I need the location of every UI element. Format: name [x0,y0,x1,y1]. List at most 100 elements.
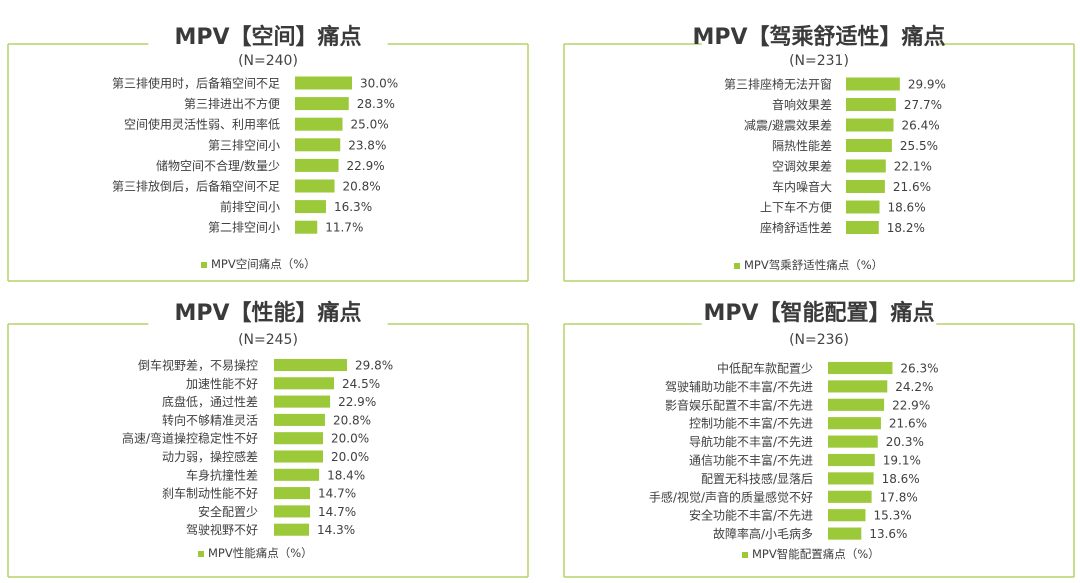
value-label: 29.8% [355,359,393,373]
category-label: 通信功能不丰富/不先进 [689,453,813,468]
value-label: 28.3% [357,97,395,111]
bar-chart-svg: MPV【驾乘舒适性】痛点 (N=231) 第三排座椅无法开窗 29.9% 音响效果差 27… [563,24,1075,282]
category-label: 隔热性能差 [772,139,832,153]
bar [828,509,866,522]
panel-smart-config: MPV【智能配置】痛点 (N=236) 中低配车款配置少 26.3% 驾驶辅助功能不丰富… [563,298,1075,578]
bar [274,505,311,518]
bar [274,377,335,390]
bar [828,472,874,485]
bar [828,527,862,540]
bar [828,417,881,430]
bar [295,117,343,131]
legend-swatch [198,551,204,557]
chart-sample-size: (N=231) [789,53,849,69]
bar [274,432,323,445]
category-label: 空调效果差 [772,159,832,174]
category-label: 加速性能不好 [186,377,258,391]
legend-swatch [201,262,207,268]
value-label: 24.2% [895,380,933,394]
value-label: 21.6% [889,417,927,431]
value-label: 26.4% [902,119,940,133]
category-label: 第三排放倒后，后备箱空间不足 [112,179,280,194]
value-label: 22.1% [894,160,932,174]
bar [274,450,323,463]
panel-space: MPV【空间】痛点 (N=240) 第三排使用时，后备箱空间不足 30.0% 第三排进出… [7,10,529,282]
bar [846,221,879,234]
value-label: 24.5% [342,377,380,391]
category-label: 上下车不方便 [760,200,832,215]
bar [846,77,900,91]
bar [274,358,348,372]
legend-swatch [734,263,740,269]
category-label: 车内噪音大 [772,179,832,194]
category-label: 配置无科技感/显落后 [701,471,813,486]
chart-title: MPV【驾乘舒适性】痛点 [692,24,945,50]
category-label: 驾驶辅助功能不丰富/不先进 [665,379,813,394]
category-label: 第三排使用时，后备箱空间不足 [112,76,280,91]
legend-label: MPV智能配置痛点（%） [752,547,880,561]
category-label: 倒车视野差，不易操控 [138,358,258,373]
value-label: 13.6% [869,527,907,541]
legend-label: MPV性能痛点（%） [208,546,313,560]
bar [274,468,320,481]
chart-sample-size: (N=236) [789,332,849,348]
category-label: 储物空间不合理/数量少 [156,158,280,173]
category-label: 高速/弯道操控稳定性不好 [122,431,258,446]
legend-swatch [742,552,748,558]
category-label: 底盘低，通过性差 [162,394,258,409]
value-label: 18.2% [887,221,925,235]
value-label: 25.5% [900,139,938,153]
value-label: 11.7% [325,221,363,235]
category-label: 中低配车款配置少 [717,361,813,376]
value-label: 29.9% [908,78,946,92]
bar [274,487,311,500]
value-label: 14.3% [317,523,355,537]
category-label: 第三排座椅无法开窗 [724,77,832,92]
bar [295,138,341,152]
chart-title: MPV【空间】痛点 [174,24,361,50]
value-label: 25.0% [351,118,389,132]
value-label: 20.0% [331,450,369,464]
bar-chart-svg: MPV【性能】痛点 (N=245) 倒车视野差，不易操控 29.8% 加速性能不好 24.… [7,300,529,578]
bar [295,200,326,214]
bar [274,523,310,536]
value-label: 14.7% [318,505,356,519]
value-label: 20.8% [333,413,371,427]
legend-label: MPV空间痛点（%） [211,257,316,271]
value-label: 16.3% [334,200,372,214]
category-label: 手感/视觉/声音的质量感觉不好 [649,489,813,504]
bar [828,435,878,448]
bar [846,118,894,132]
bar [295,76,352,90]
category-label: 安全配置少 [198,504,258,519]
bar [295,158,339,172]
bar [295,97,349,111]
bar [828,453,875,467]
category-label: 驾驶视野不好 [186,522,258,537]
value-label: 22.9% [338,395,376,409]
value-label: 20.3% [886,435,924,449]
category-label: 空间使用灵活性弱、利用率低 [124,117,280,132]
category-label: 转向不够精准灵活 [162,412,258,427]
value-label: 17.8% [880,490,918,504]
bar [274,413,325,426]
value-label: 22.9% [892,398,930,412]
chart-sample-size: (N=245) [238,332,298,348]
bar [846,180,885,193]
value-label: 20.0% [331,432,369,446]
value-label: 15.3% [873,509,911,523]
bar [828,490,872,503]
bar-chart-svg: MPV【空间】痛点 (N=240) 第三排使用时，后备箱空间不足 30.0% 第三排进出… [7,24,529,282]
value-label: 27.7% [904,98,942,112]
chart-sample-size: (N=240) [238,53,298,69]
category-label: 影音娱乐配置不丰富/不先进 [665,397,813,412]
value-label: 18.6% [887,201,925,215]
legend-label: MPV驾乘舒适性痛点（%） [744,258,883,272]
value-label: 19.1% [883,454,921,468]
bar [828,398,885,411]
bar [828,380,888,393]
value-label: 22.9% [347,159,385,173]
value-label: 20.8% [343,180,381,194]
panel-comfort: MPV【驾乘舒适性】痛点 (N=231) 第三排座椅无法开窗 29.9% 音响效果差 27… [563,10,1075,282]
value-label: 14.7% [318,487,356,501]
